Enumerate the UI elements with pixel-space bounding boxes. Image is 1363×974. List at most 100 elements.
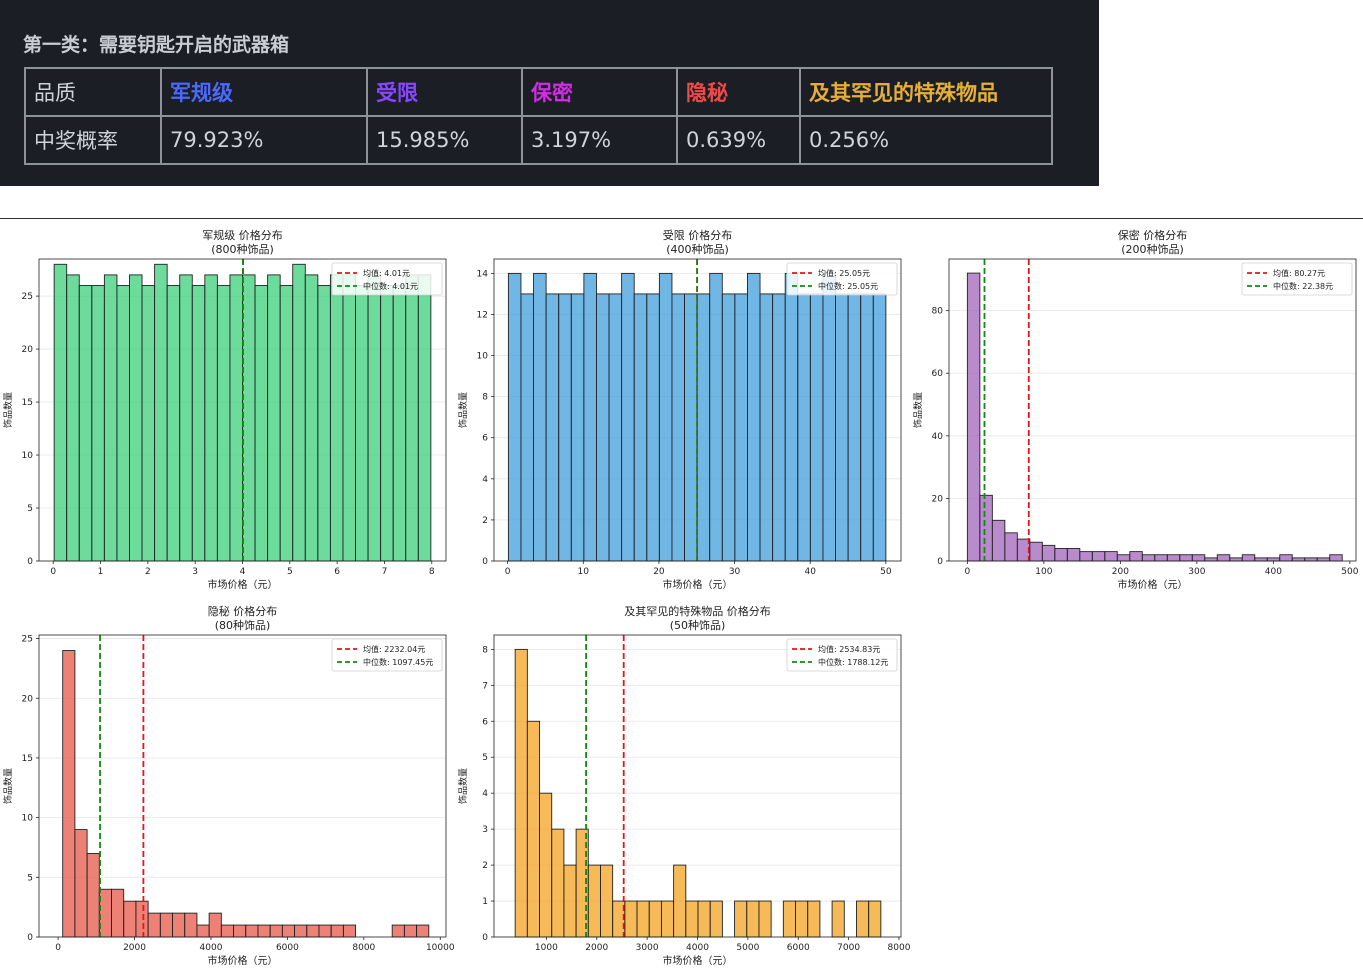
histogram-bar xyxy=(159,912,173,938)
histogram-bar xyxy=(1329,554,1343,562)
histogram-bar xyxy=(1191,554,1206,562)
histogram-bar xyxy=(782,900,796,938)
y-tick-label: 1 xyxy=(482,897,488,907)
histogram-bar xyxy=(304,274,319,562)
histogram-bar xyxy=(1154,554,1168,562)
chart-subtitle: (80种饰品) xyxy=(215,618,271,632)
plot-frame xyxy=(948,258,1357,562)
x-tick-label: 0 xyxy=(50,567,56,577)
chart-title: 军规级 价格分布 xyxy=(202,228,283,242)
histogram-bar xyxy=(1029,541,1043,562)
histogram-bar xyxy=(514,648,528,938)
histogram-bar xyxy=(1166,554,1181,562)
col-header-classified: 保密 xyxy=(521,67,678,117)
y-axis-label: 饰品数量 xyxy=(457,392,469,428)
histogram-bar xyxy=(66,274,80,562)
x-axis-label: 市场价格（元） xyxy=(208,954,278,967)
y-tick-label: 10 xyxy=(22,451,34,461)
x-tick-label: 2000 xyxy=(585,943,608,953)
histogram-bar xyxy=(596,293,610,562)
histogram-bar xyxy=(405,274,419,562)
histogram-bar xyxy=(746,900,760,938)
histogram-bar xyxy=(551,828,565,938)
x-tick-label: 7 xyxy=(382,567,388,577)
y-tick-label: 0 xyxy=(482,557,488,567)
histogram-bar xyxy=(166,285,181,562)
legend-median-label: 中位数: 1097.45元 xyxy=(363,657,433,667)
x-tick-label: 5000 xyxy=(736,943,759,953)
histogram-bar xyxy=(660,900,675,938)
histogram-bar xyxy=(1241,554,1256,562)
y-tick-label: 7 xyxy=(482,681,488,691)
histogram-bar xyxy=(721,293,736,562)
x-axis-label: 市场价格（元） xyxy=(1118,578,1188,591)
histogram-chart: 保密 价格分布(200种饰品) 0 100 200 300 400 500 0 20 40 60 80… xyxy=(912,228,1359,591)
x-tick-label: 100 xyxy=(1035,567,1052,577)
histogram-bar xyxy=(123,900,137,938)
x-tick-label: 10 xyxy=(578,567,590,577)
histogram-bar xyxy=(135,900,149,938)
histogram-bar xyxy=(317,285,331,562)
prob-rare-special: 0.256% xyxy=(799,115,1053,165)
histogram-bar xyxy=(847,293,862,562)
histogram-bar xyxy=(416,924,430,938)
histogram-bar xyxy=(734,293,748,562)
histogram-bar xyxy=(329,274,344,562)
legend-median-label: 中位数: 25.05元 xyxy=(818,281,878,291)
histogram-bar xyxy=(533,272,547,562)
x-tick-label: 7000 xyxy=(837,943,860,953)
histogram-bar xyxy=(1229,557,1243,562)
histogram-bar xyxy=(392,285,407,562)
histogram-bar xyxy=(979,494,993,562)
histogram-bar xyxy=(809,293,824,562)
histogram-bar xyxy=(147,912,161,938)
y-axis-label: 饰品数量 xyxy=(912,392,924,428)
histogram-bar xyxy=(709,272,723,562)
histogram-bar xyxy=(608,293,623,562)
histogram-bar xyxy=(220,924,234,938)
legend-median-label: 中位数: 1788.12元 xyxy=(818,657,888,667)
histogram-bar xyxy=(380,285,394,562)
x-axis-label: 市场价格（元） xyxy=(208,578,278,591)
histogram-bar xyxy=(191,285,206,562)
histogram-bar xyxy=(116,285,130,562)
histogram-bar xyxy=(367,274,382,562)
histogram-bar xyxy=(856,900,870,938)
chart-title: 及其罕见的特殊物品 价格分布 xyxy=(624,604,771,618)
histogram-bar xyxy=(636,900,650,938)
x-tick-label: 20 xyxy=(653,567,665,577)
x-tick-label: 0 xyxy=(505,567,511,577)
separator-line xyxy=(0,218,1363,219)
table-row-probability: 中奖概率 79.923% 15.985% 3.197% 0.639% 0.256… xyxy=(24,115,1053,165)
histogram-bar xyxy=(671,293,685,562)
x-tick-label: 300 xyxy=(1188,567,1205,577)
histogram-bar xyxy=(835,293,849,562)
histogram-bar xyxy=(759,293,774,562)
histogram-bar xyxy=(1204,557,1218,562)
histogram-bar xyxy=(91,285,105,562)
histogram-bar xyxy=(600,864,614,938)
histogram-bar xyxy=(520,293,534,562)
histogram-bar xyxy=(208,912,222,938)
x-tick-label: 4 xyxy=(240,567,246,577)
y-tick-label: 3 xyxy=(482,825,488,835)
legend-mean-label: 均值: 2232.04元 xyxy=(363,644,425,654)
chart-title: 受限 价格分布 xyxy=(663,228,733,242)
x-tick-label: 5 xyxy=(287,567,293,577)
plot-frame xyxy=(38,634,447,938)
histogram-chart: 军规级 价格分布(800种饰品) 0 1 2 3 4 5 6 7 8 0 5 10 15 20 25 市场价格（… xyxy=(2,228,447,591)
col-header-rare-special: 及其罕见的特殊物品 xyxy=(799,67,1053,117)
chart-subtitle: (400种饰品) xyxy=(666,242,729,256)
histogram-bar xyxy=(1316,557,1331,562)
histogram-bar xyxy=(1004,532,1018,562)
histogram-bar xyxy=(204,274,218,562)
y-tick-label: 60 xyxy=(932,369,944,379)
histogram-bar xyxy=(583,272,597,562)
histogram-bar xyxy=(403,924,418,938)
histogram-bar xyxy=(831,900,845,938)
histogram-bar xyxy=(154,263,168,562)
x-tick-label: 200 xyxy=(1112,567,1129,577)
histogram-bar xyxy=(1304,557,1318,562)
histogram-bar xyxy=(78,285,93,562)
histogram-bar xyxy=(1104,551,1118,562)
